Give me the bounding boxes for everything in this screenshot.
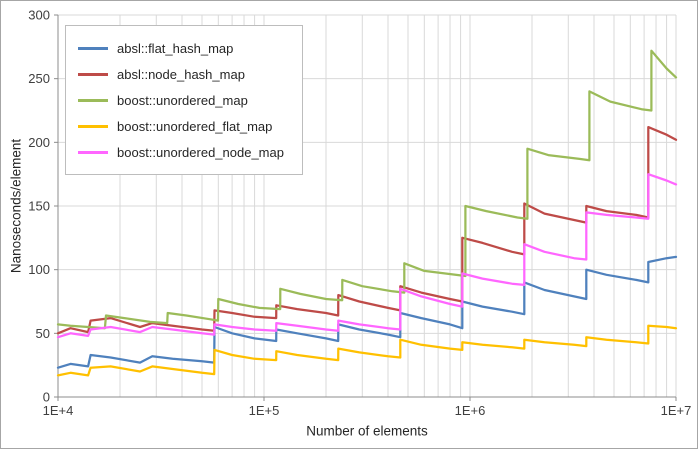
legend-line-swatch xyxy=(78,72,108,76)
legend-label: absl::node_hash_map xyxy=(117,66,245,82)
y-tick-label: 100 xyxy=(28,262,50,277)
y-tick-label: 0 xyxy=(43,390,50,405)
x-tick-label: 1E+4 xyxy=(43,403,74,418)
series-line-absl-flat-hash-map xyxy=(56,255,678,369)
x-tick-label: 1E+6 xyxy=(455,403,486,418)
y-tick-label: 150 xyxy=(28,199,50,214)
y-tick-label: 200 xyxy=(28,135,50,150)
legend-item: boost::unordered_map xyxy=(78,87,284,113)
y-tick-label: 300 xyxy=(28,8,50,23)
series-line-boost-unordered-node-map xyxy=(56,173,678,339)
legend-line-swatch xyxy=(78,98,108,102)
x-axis-title: Number of elements xyxy=(306,423,428,439)
y-tick-label: 50 xyxy=(36,326,50,341)
legend-label: boost::unordered_node_map xyxy=(117,144,284,160)
x-tick-label: 1E+5 xyxy=(249,403,280,418)
legend-label: absl::flat_hash_map xyxy=(117,40,234,56)
legend-label: boost::unordered_flat_map xyxy=(117,118,273,134)
series-line-boost-unordered-flat-map xyxy=(56,324,678,377)
series-line-boost-unordered-map xyxy=(56,49,678,330)
legend-item: absl::flat_hash_map xyxy=(78,35,284,61)
legend-item: boost::unordered_flat_map xyxy=(78,113,284,139)
x-tick-label: 1E+7 xyxy=(661,403,692,418)
legend-line-swatch xyxy=(78,46,108,50)
legend-line-swatch xyxy=(78,124,108,128)
legend-label: boost::unordered_map xyxy=(117,92,248,108)
y-axis-title: Nanoseconds/element xyxy=(8,138,24,274)
y-tick-label: 250 xyxy=(28,71,50,86)
legend-item: absl::node_hash_map xyxy=(78,61,284,87)
legend-line-swatch xyxy=(78,150,108,154)
legend-item: boost::unordered_node_map xyxy=(78,139,284,165)
